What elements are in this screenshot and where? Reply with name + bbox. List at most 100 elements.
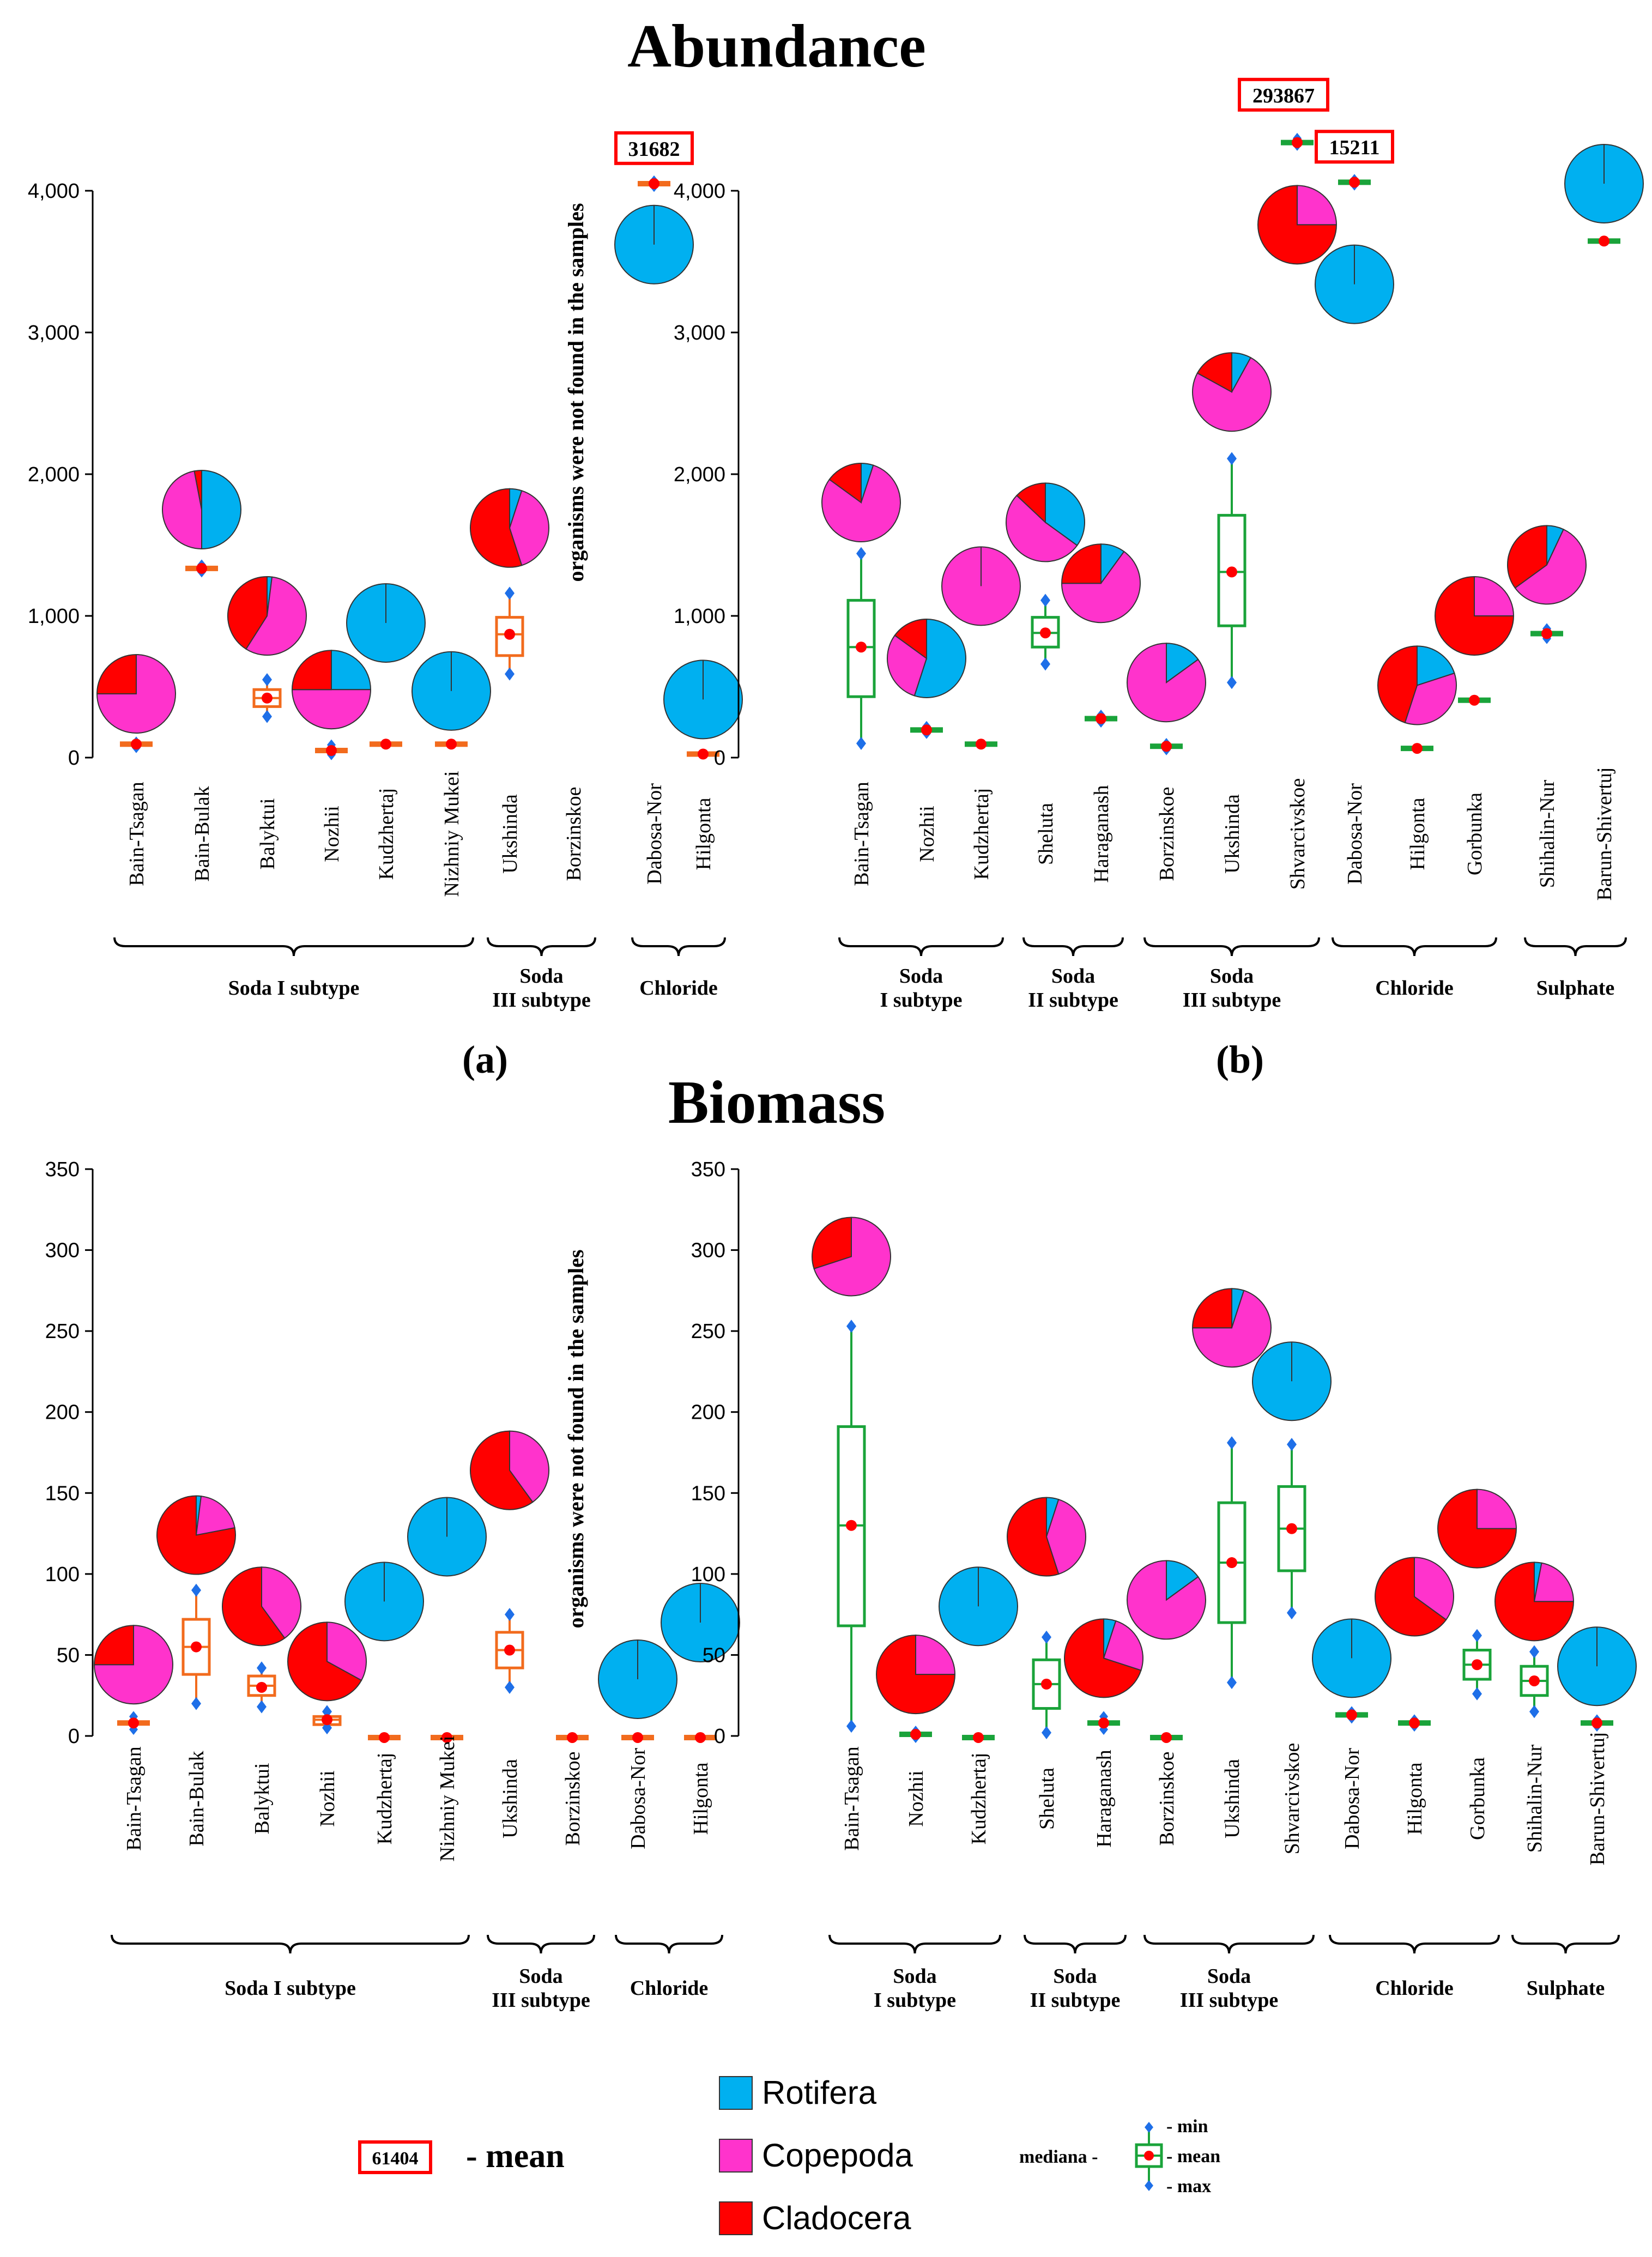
- biomass_a-group-brace: [487, 1934, 595, 1954]
- biomass_a-group-label: Soda I subtype: [225, 1977, 356, 2000]
- abundance_a-group-label: III subtype: [492, 989, 591, 1012]
- abundance_a-ytick-label: 0: [68, 747, 80, 770]
- mean-dot: [191, 1641, 202, 1653]
- biomass_b-category-label: Sheluta: [1036, 1768, 1058, 1830]
- abundance_b-box-2: [965, 739, 997, 750]
- abundance_b-category-label: Bain-Tsagan: [850, 782, 873, 886]
- pie-slice-cop: [887, 634, 928, 697]
- mean-dot: [504, 1644, 515, 1656]
- abundance_a-group-brace: [487, 937, 596, 957]
- mean-dot: [632, 1732, 643, 1743]
- pie-slice-cop: [915, 1635, 956, 1675]
- panel-b-label: (b): [1216, 1038, 1264, 1081]
- pie-slice-cla: [876, 1635, 956, 1715]
- abundance_b-group-brace: [1332, 937, 1497, 957]
- biomass_b-ytick-label: 150: [691, 1482, 725, 1505]
- abundance_a-pie-6: [470, 488, 550, 568]
- mean-dot: [1592, 1717, 1602, 1729]
- abundance_b-category-label: Gorbunka: [1463, 792, 1486, 875]
- abundance_b-category-label: Dabosa-Nor: [1344, 783, 1366, 885]
- abundance_b-group-label: Soda: [899, 965, 943, 988]
- legend-label-cladocera: Cladocera: [762, 2200, 911, 2236]
- abundance_a-category-label: Bain-Tsagan: [125, 782, 148, 886]
- biomass_b-ytick-label: 50: [703, 1644, 725, 1667]
- max-marker: [505, 586, 515, 600]
- biomass_b-pie-9: [1375, 1557, 1454, 1637]
- mean-dot: [1409, 1717, 1420, 1729]
- pie-slice-cop: [1127, 643, 1206, 723]
- pie-slice-cop: [1414, 1557, 1454, 1621]
- biomass_a-category-label: Ukshinda: [499, 1759, 522, 1838]
- abundance_b-pie-6: [1192, 352, 1272, 432]
- pie-slice-cop: [1006, 494, 1078, 562]
- biomass_b-category-label: Haraganash: [1093, 1750, 1116, 1847]
- pie-slice-cop: [821, 464, 901, 542]
- biomass_b-ytick-label: 0: [714, 1725, 725, 1748]
- biomass_b-group-label: I subtype: [874, 1989, 956, 2012]
- pie-slice-cop: [195, 1495, 235, 1536]
- biomass_a-box-6: [495, 1608, 524, 1694]
- biomass_b-pie-3: [1007, 1497, 1086, 1577]
- biomass_a-ytick-label: 0: [68, 1725, 80, 1748]
- pie-slice-cla: [227, 576, 268, 650]
- abundance_b-group-label: Soda: [1210, 965, 1254, 988]
- mean-dot: [326, 745, 337, 756]
- pie-slice-cop: [245, 576, 307, 656]
- max-marker: [1040, 594, 1050, 607]
- abundance_a-chart: 0 1,000 2,000 3,000 4,000 31682 Bain-Tsagan Bai…: [28, 131, 743, 1012]
- pie-slice-cop: [261, 1566, 301, 1639]
- biomass_a-category-label: Bain-Bulak: [185, 1751, 208, 1846]
- abundance_a-category-label: Kudzhertaj: [375, 788, 398, 880]
- panel-a-label: (a): [462, 1038, 508, 1081]
- pie-slice-cla: [1061, 543, 1102, 584]
- abundance_b-category-label: Barun-Shivertuj: [1593, 767, 1616, 901]
- mean-dot: [921, 724, 932, 736]
- abundance_b-box-12: [1588, 235, 1620, 247]
- abundance_b-category-label: Kudzhertaj: [970, 788, 993, 880]
- abundance_b-pie-7: [1257, 185, 1338, 265]
- abundance_a-box-2: [252, 673, 282, 723]
- pie-slice-cla: [1375, 1557, 1447, 1637]
- abundance_a-box-5: [435, 739, 468, 750]
- abundance_b-ytick-label: 4,000: [674, 180, 725, 203]
- abundance_b-category-label: Ukshinda: [1221, 794, 1244, 874]
- biomass_a-pie-2: [222, 1566, 301, 1647]
- abundance_b-box-10: [1458, 694, 1491, 706]
- biomass_a-box-8: [621, 1732, 654, 1743]
- biomass_b-group-label: Chloride: [1375, 1977, 1454, 2000]
- abundance_a-box-6: [495, 586, 524, 681]
- pie-slice-cla: [1196, 352, 1232, 393]
- legend-label-rotifera: Rotifera: [762, 2074, 877, 2111]
- legend: Rotifera Copepoda Cladocera 61404 - mean medi…: [358, 2074, 1220, 2236]
- biomass_b-category-label: Shihalin-Nur: [1523, 1744, 1546, 1853]
- abundance_a-category-label: Hilgonta: [692, 797, 715, 870]
- abundance_b-pie-5: [1127, 643, 1206, 723]
- abundance_b-category-label: Shihalin-Nur: [1536, 779, 1559, 888]
- legend-meanpt-label: - mean: [1166, 2146, 1220, 2167]
- abundance_b-pie-8: [1315, 244, 1394, 324]
- max-marker: [1227, 452, 1237, 465]
- abundance_b-box-5: [1150, 738, 1183, 755]
- biomass_a-ytick-label: 200: [45, 1401, 80, 1424]
- abundance_a-box-9: [687, 748, 719, 760]
- pie-slice-cop: [326, 1621, 367, 1681]
- biomass_b-pie-1: [876, 1635, 956, 1715]
- pie-slice-rot: [331, 650, 372, 691]
- mean-dot: [1286, 1523, 1297, 1534]
- pie-slice-cop: [1476, 1488, 1517, 1529]
- pie-slice-cop: [509, 1430, 549, 1503]
- pie-slice-cop: [1474, 576, 1515, 616]
- pie-slice-cla: [1016, 482, 1046, 524]
- mean-callout-box: [614, 131, 694, 165]
- biomass_a-pie-6: [470, 1430, 549, 1510]
- biomass_a-box-3: [312, 1705, 342, 1735]
- mean-dot: [1469, 694, 1480, 706]
- biomass_a-ytick-label: 100: [45, 1563, 80, 1586]
- biomass_a-group-brace: [111, 1934, 470, 1954]
- abundance_a-category-label: Ukshinda: [499, 794, 522, 874]
- biomass_b-category-label: Dabosa-Nor: [1341, 1748, 1364, 1849]
- biomass_b-box-3: [1032, 1630, 1061, 1740]
- biomass_b-group-brace: [1024, 1934, 1127, 1954]
- mean-callout-box: [1315, 130, 1394, 164]
- biomass_b-group-label: Soda: [1053, 1965, 1097, 1988]
